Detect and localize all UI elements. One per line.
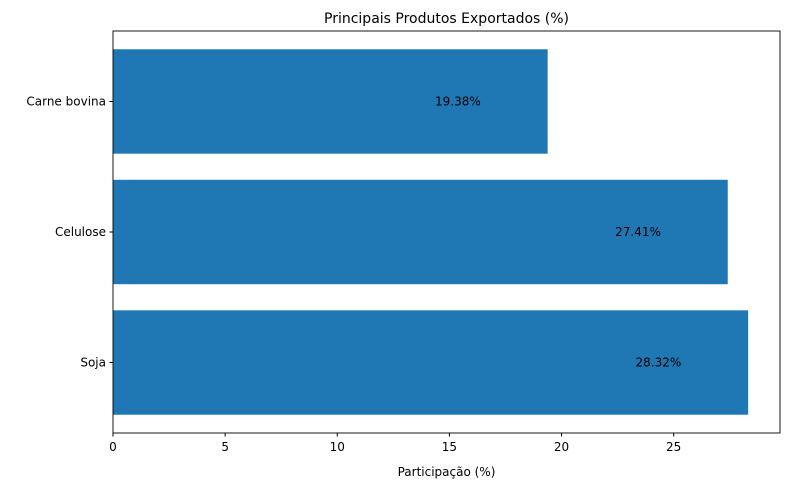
x-tick-label: 20 [554,440,569,454]
bar-carne-bovina [113,49,548,154]
x-tick-label: 25 [666,440,681,454]
data-label: 27.41% [615,225,661,239]
x-tick-label: 5 [221,440,229,454]
x-tick-label: 10 [330,440,345,454]
x-axis-label: Participação (%) [398,465,496,479]
bar-soja [113,310,749,415]
y-tick-label: Celulose [55,225,106,239]
data-label: 28.32% [636,356,682,370]
y-tick-label: Soja [80,356,106,370]
chart-title: Principais Produtos Exportados (%) [324,11,569,27]
bar-celulose [113,179,728,285]
y-tick-label: Carne bovina [26,94,106,108]
data-label: 19.38% [435,94,481,108]
x-tick-label: 15 [442,440,457,454]
x-tick-label: 0 [109,440,117,454]
